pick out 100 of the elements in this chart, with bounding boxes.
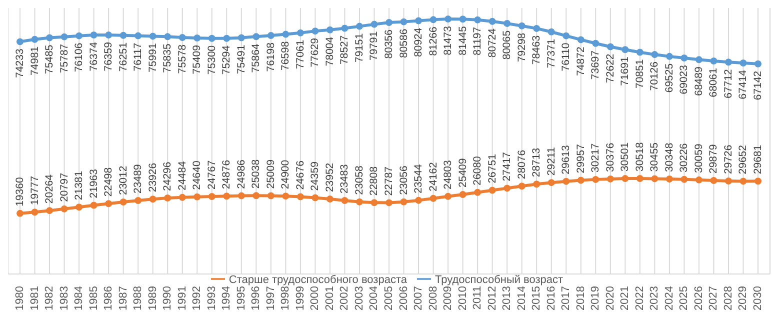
- data-label: 29652: [737, 144, 750, 174]
- x-tick-label: 1992: [191, 286, 204, 310]
- x-tick-label: 2029: [737, 286, 750, 310]
- data-label: 78004: [324, 36, 336, 66]
- point: [577, 36, 584, 44]
- data-label: 76374: [88, 42, 100, 72]
- data-label: 30455: [648, 142, 661, 172]
- point: [370, 20, 378, 28]
- x-tick-label: 2000: [309, 286, 322, 310]
- point: [238, 192, 245, 200]
- data-label: 26751: [486, 154, 498, 184]
- point: [120, 32, 127, 39]
- data-label: 75864: [250, 43, 262, 73]
- point: [60, 33, 68, 40]
- point: [76, 204, 83, 211]
- data-label: 75491: [235, 44, 248, 74]
- point: [267, 192, 274, 200]
- point: [444, 16, 452, 23]
- x-tick-label: 1994: [220, 286, 233, 310]
- point: [622, 46, 629, 54]
- point: [370, 199, 378, 206]
- point: [548, 28, 555, 36]
- x-tick-label: 2015: [530, 286, 543, 310]
- point: [164, 33, 172, 40]
- data-label: 70851: [634, 59, 646, 88]
- point: [548, 179, 555, 186]
- data-label: 81266: [427, 26, 440, 56]
- point: [695, 56, 702, 64]
- data-label: 20797: [58, 172, 70, 202]
- data-label: 74981: [28, 46, 41, 76]
- point: [562, 178, 570, 185]
- data-label: 19360: [14, 177, 26, 206]
- point: [459, 190, 466, 198]
- point: [430, 16, 437, 24]
- data-label: 23056: [398, 165, 410, 195]
- point: [16, 38, 24, 46]
- point: [592, 40, 600, 47]
- data-label: 76359: [102, 42, 115, 72]
- data-label: 76198: [264, 42, 277, 72]
- x-tick-label: 2014: [516, 286, 528, 310]
- data-label: 71691: [619, 56, 632, 86]
- point: [459, 16, 466, 23]
- point: [386, 19, 392, 26]
- data-label: 80065: [501, 30, 514, 60]
- data-label: 24803: [442, 160, 454, 190]
- point: [105, 200, 112, 208]
- data-label: 79791: [368, 31, 380, 61]
- data-label: 76117: [132, 42, 144, 72]
- point: [666, 176, 673, 183]
- point: [326, 26, 334, 34]
- x-tick-label: 2008: [427, 286, 440, 310]
- data-label: 80356: [383, 29, 395, 59]
- data-label: 24986: [235, 159, 248, 189]
- data-label: 29957: [574, 144, 587, 174]
- point: [31, 36, 38, 43]
- point: [724, 177, 732, 184]
- x-tick-label: 1980: [14, 286, 26, 310]
- data-label: 25009: [264, 159, 277, 189]
- x-tick-label: 1998: [280, 286, 292, 310]
- data-label: 21381: [73, 170, 86, 200]
- point: [238, 34, 245, 42]
- data-label: 22498: [102, 167, 115, 197]
- point: [606, 43, 614, 50]
- point: [622, 175, 629, 182]
- data-label: 29726: [722, 144, 734, 174]
- point: [120, 198, 127, 206]
- x-tick-label: 2020: [604, 286, 616, 310]
- data-label: 75485: [44, 44, 56, 74]
- data-label: 68061: [708, 68, 720, 98]
- data-label: 74872: [574, 46, 587, 76]
- data-label: 78527: [338, 35, 351, 64]
- point: [194, 193, 201, 200]
- x-tick-label: 1999: [294, 286, 306, 310]
- x-tick-label: 2023: [648, 286, 661, 310]
- data-label: 23952: [324, 162, 336, 192]
- data-label: 79298: [516, 32, 528, 62]
- legend-label: Трудоспособный возраст: [434, 274, 564, 286]
- point: [651, 175, 658, 182]
- data-label: 23483: [338, 164, 351, 194]
- data-label: 22787: [383, 166, 395, 196]
- data-label: 28076: [516, 150, 528, 180]
- data-label: 22808: [368, 166, 380, 196]
- x-tick-label: 1996: [250, 286, 262, 310]
- point: [149, 196, 156, 203]
- data-label: 24484: [176, 161, 188, 190]
- data-label: 30059: [692, 144, 705, 173]
- point: [577, 176, 584, 184]
- point: [754, 60, 762, 68]
- x-tick-label: 2017: [560, 286, 572, 310]
- data-label: 80724: [486, 28, 498, 58]
- point: [356, 198, 363, 206]
- point: [444, 192, 452, 200]
- data-label: 76251: [117, 42, 130, 72]
- point: [592, 176, 600, 183]
- x-tick-label: 2022: [634, 286, 646, 310]
- data-label: 80924: [412, 28, 425, 57]
- point: [208, 192, 216, 200]
- point: [178, 194, 186, 201]
- data-label: 75294: [220, 45, 233, 75]
- data-label: 69023: [678, 64, 690, 94]
